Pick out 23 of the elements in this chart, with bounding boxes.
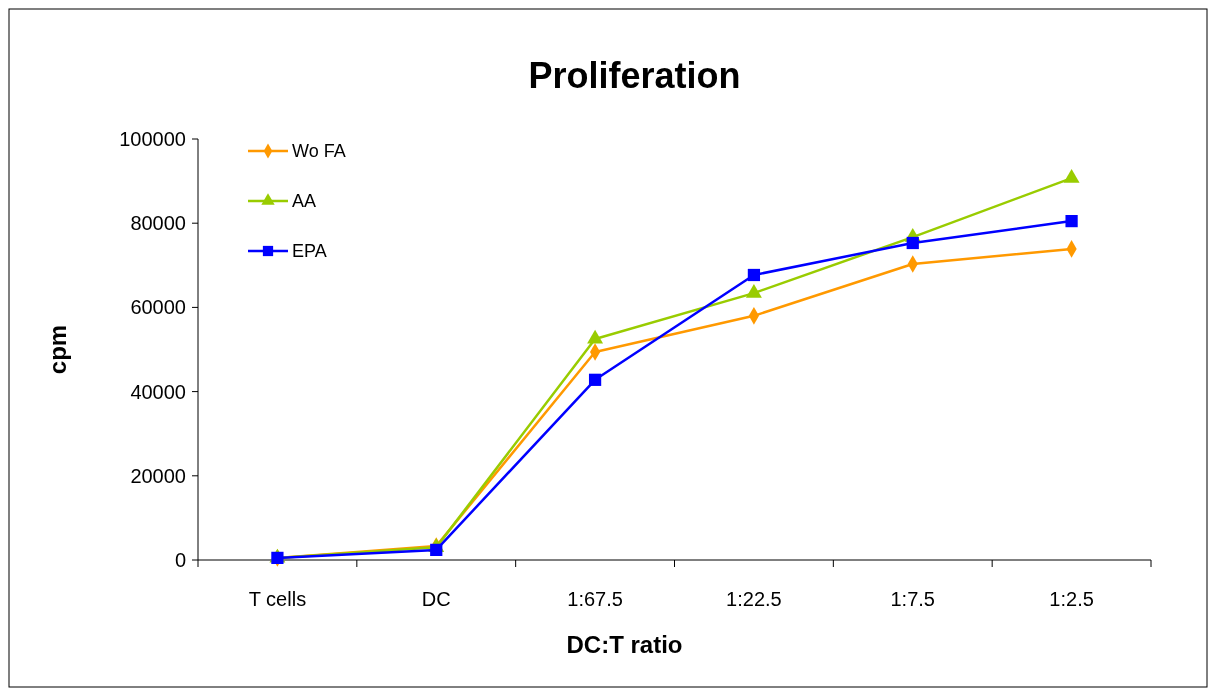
y-tick-label: 60000 [130,296,186,319]
legend-label: EPA [292,241,327,262]
y-tick-label: 80000 [130,212,186,235]
y-tick-label: 100000 [119,128,186,150]
x-tick-label: 1:7.5 [890,588,935,610]
x-tick-label: T cells [248,588,307,610]
y-axis-title: cpm [44,324,71,375]
legend-label: AA [292,191,317,212]
point [747,268,761,282]
y-tick-label: 40000 [130,380,186,403]
x-tick-label: DC [421,588,451,610]
point [1065,214,1078,228]
x-tick-label: 1:67.5 [567,588,623,610]
legend-label: Wo FA [292,141,346,162]
x-tick-label: 1:22.5 [726,588,782,610]
chart-title: Proliferation [528,55,741,96]
x-tick-label: 1:2.5 [1049,588,1094,610]
point [906,236,919,250]
x-axis-title: DC:T ratio [566,631,683,658]
point [588,373,602,386]
y-tick-label: 20000 [130,464,186,487]
y-tick-label: 0 [174,549,186,571]
point [430,543,443,557]
